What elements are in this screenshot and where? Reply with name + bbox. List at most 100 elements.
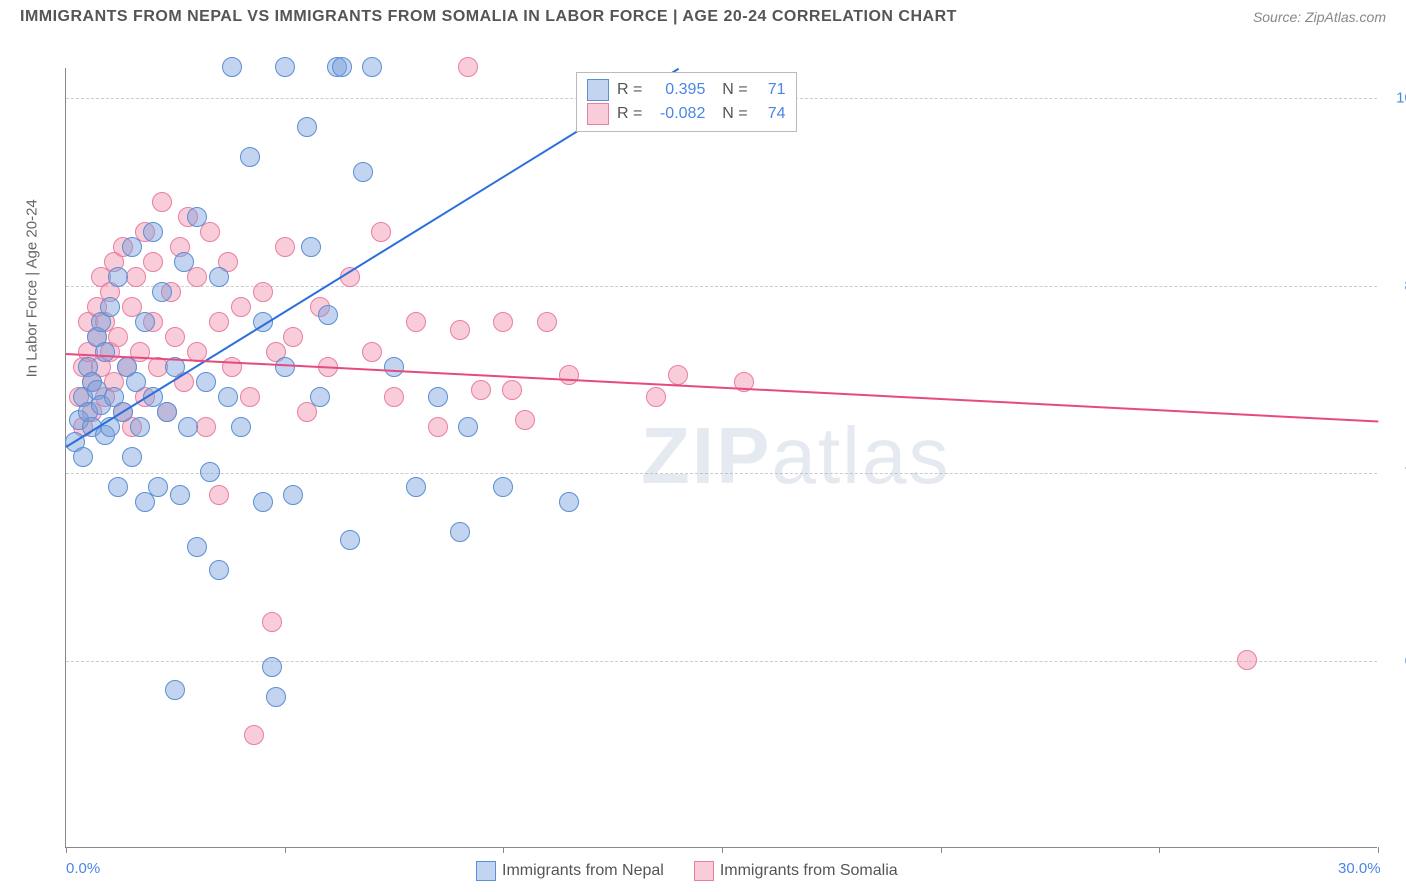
data-point-nepal [222, 57, 242, 77]
data-point-nepal [122, 237, 142, 257]
data-point-somalia [471, 380, 491, 400]
data-point-somalia [428, 417, 448, 437]
data-point-somalia [231, 297, 251, 317]
data-point-somalia [502, 380, 522, 400]
data-point-somalia [646, 387, 666, 407]
n-value-somalia: 74 [756, 105, 786, 123]
x-tick [66, 847, 67, 853]
data-point-nepal [353, 162, 373, 182]
data-point-somalia [406, 312, 426, 332]
data-point-nepal [148, 477, 168, 497]
data-point-nepal [253, 492, 273, 512]
data-point-somalia [371, 222, 391, 242]
trend-line-somalia [66, 353, 1378, 422]
data-point-nepal [157, 402, 177, 422]
data-point-nepal [384, 357, 404, 377]
data-point-nepal [275, 357, 295, 377]
data-point-nepal [266, 687, 286, 707]
data-point-nepal [187, 207, 207, 227]
data-point-somalia [209, 312, 229, 332]
data-point-somalia [458, 57, 478, 77]
data-point-nepal [152, 282, 172, 302]
data-point-nepal [458, 417, 478, 437]
data-point-somalia [244, 725, 264, 745]
data-point-nepal [122, 447, 142, 467]
data-point-nepal [143, 222, 163, 242]
chart-source: Source: ZipAtlas.com [1253, 9, 1386, 25]
data-point-somalia [668, 365, 688, 385]
data-point-nepal [218, 387, 238, 407]
data-point-nepal [178, 417, 198, 437]
data-point-nepal [100, 297, 120, 317]
x-tick [285, 847, 286, 853]
data-point-somalia [283, 327, 303, 347]
x-tick [941, 847, 942, 853]
data-point-nepal [428, 387, 448, 407]
x-tick [722, 847, 723, 853]
data-point-nepal [275, 57, 295, 77]
data-point-nepal [340, 530, 360, 550]
scatter-plot: 62.5%75.0%87.5%100.0%0.0%30.0%ZIPatlasR … [65, 68, 1377, 848]
data-point-nepal [170, 485, 190, 505]
data-point-somalia [362, 342, 382, 362]
data-point-nepal [450, 522, 470, 542]
data-point-somalia [126, 267, 146, 287]
data-point-nepal [196, 372, 216, 392]
data-point-somalia [559, 365, 579, 385]
n-label: N = [713, 105, 747, 123]
legend-item-somalia: Immigrants from Somalia [694, 861, 898, 881]
r-label: R = [617, 81, 642, 99]
legend-swatch-somalia [694, 861, 714, 881]
swatch-somalia [587, 103, 609, 125]
stats-row-somalia: R = -0.082 N = 74 [587, 103, 786, 125]
n-value-nepal: 71 [756, 81, 786, 99]
x-tick-label: 0.0% [66, 860, 100, 877]
data-point-somalia [165, 327, 185, 347]
legend-label-somalia: Immigrants from Somalia [720, 862, 898, 879]
data-point-somalia [515, 410, 535, 430]
data-point-nepal [165, 680, 185, 700]
data-point-somalia [493, 312, 513, 332]
data-point-nepal [362, 57, 382, 77]
legend-item-nepal: Immigrants from Nepal [476, 861, 664, 881]
legend-swatch-nepal [476, 861, 496, 881]
swatch-nepal [587, 79, 609, 101]
n-label: N = [713, 81, 747, 99]
bottom-legend: Immigrants from Nepal Immigrants from Som… [476, 861, 898, 881]
data-point-somalia [253, 282, 273, 302]
r-value-somalia: -0.082 [650, 105, 705, 123]
data-point-somalia [209, 485, 229, 505]
data-point-nepal [240, 147, 260, 167]
data-point-nepal [310, 387, 330, 407]
x-tick [1378, 847, 1379, 853]
data-point-nepal [209, 560, 229, 580]
data-point-nepal [200, 462, 220, 482]
data-point-somalia [187, 267, 207, 287]
data-point-somalia [1237, 650, 1257, 670]
data-point-nepal [108, 267, 128, 287]
data-point-somalia [143, 252, 163, 272]
data-point-nepal [332, 57, 352, 77]
data-point-nepal [297, 117, 317, 137]
data-point-nepal [174, 252, 194, 272]
data-point-nepal [301, 237, 321, 257]
data-point-somalia [196, 417, 216, 437]
r-label: R = [617, 105, 642, 123]
data-point-nepal [231, 417, 251, 437]
data-point-somalia [450, 320, 470, 340]
x-tick [1159, 847, 1160, 853]
data-point-nepal [209, 267, 229, 287]
data-point-nepal [318, 305, 338, 325]
gridline-h [66, 473, 1377, 474]
data-point-somalia [275, 237, 295, 257]
data-point-nepal [187, 537, 207, 557]
data-point-somalia [262, 612, 282, 632]
data-point-nepal [493, 477, 513, 497]
data-point-nepal [108, 477, 128, 497]
data-point-somalia [222, 357, 242, 377]
x-tick [503, 847, 504, 853]
r-value-nepal: 0.395 [650, 81, 705, 99]
data-point-nepal [126, 372, 146, 392]
chart-header: IMMIGRANTS FROM NEPAL VS IMMIGRANTS FROM… [0, 0, 1406, 30]
watermark: ZIPatlas [641, 410, 950, 502]
